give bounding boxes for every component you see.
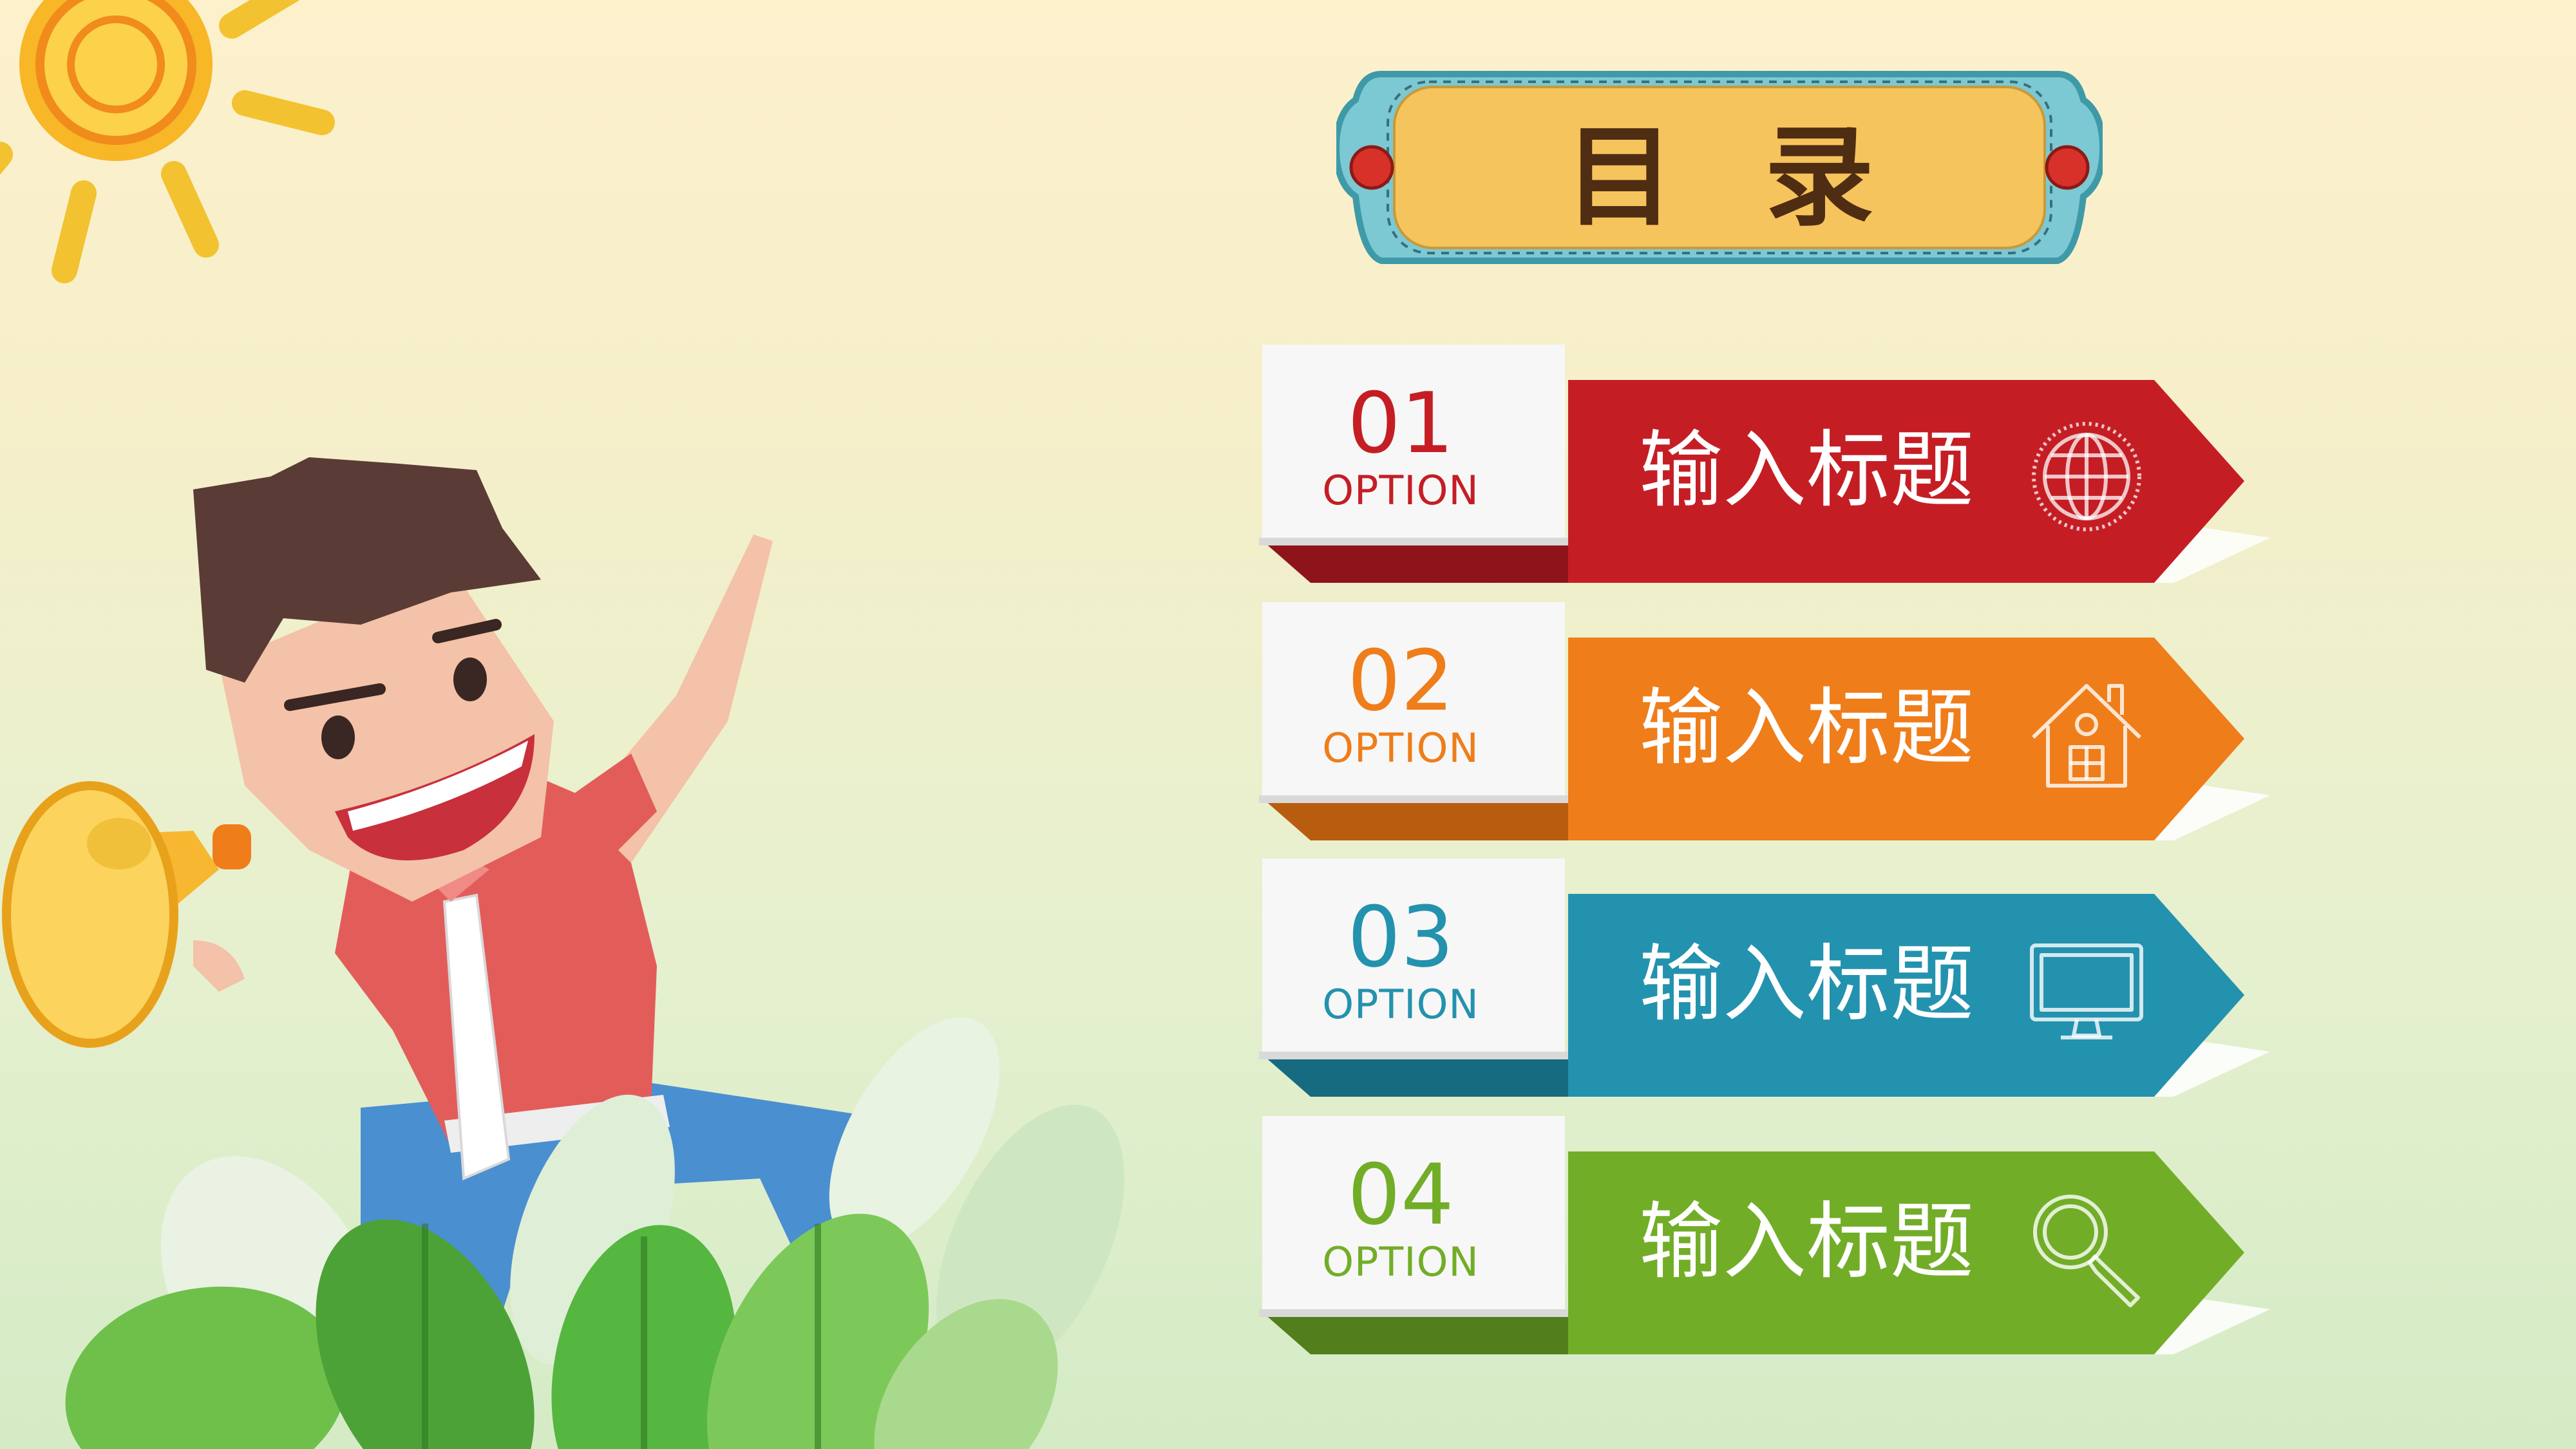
menu-item-1[interactable]: 01 OPTION 输入标题 <box>1259 345 2289 583</box>
sun-icon <box>0 0 335 283</box>
menu-item-2-option: OPTION <box>1322 724 1479 772</box>
menu-item-2-number: 02 <box>1347 632 1454 730</box>
menu-item-4[interactable]: 04 OPTION 输入标题 <box>1259 1116 2289 1354</box>
menu-item-1-number: 01 <box>1347 374 1454 472</box>
menu-item-3-label: 输入标题 <box>1639 935 1975 1033</box>
cartoon-boy-illustration <box>2 457 1124 1449</box>
menu-item-1-option: OPTION <box>1322 467 1479 514</box>
title-plaque: 目录 <box>1336 61 2103 274</box>
menu-item-1-fold <box>1259 538 1575 583</box>
menu-item-3-number: 03 <box>1347 888 1454 986</box>
menu-item-2[interactable]: 02 OPTION 输入标题 <box>1259 602 2289 840</box>
menu-item-4-number: 04 <box>1347 1146 1454 1244</box>
menu-item-4-option: OPTION <box>1322 1238 1479 1285</box>
menu-item-2-label: 输入标题 <box>1639 679 1975 777</box>
menu-item-4-label: 输入标题 <box>1639 1193 1975 1291</box>
menu-item-3-option: OPTION <box>1322 981 1479 1028</box>
house-icon <box>2031 684 2142 788</box>
menu-item-1-label: 输入标题 <box>1639 421 1975 519</box>
menu-item-3[interactable]: 03 OPTION 输入标题 <box>1259 858 2289 1097</box>
globe-icon <box>2032 422 2141 531</box>
magnifier-icon <box>2033 1195 2140 1307</box>
monitor-icon <box>2030 943 2143 1039</box>
page-title: 目录 <box>1564 113 1964 242</box>
